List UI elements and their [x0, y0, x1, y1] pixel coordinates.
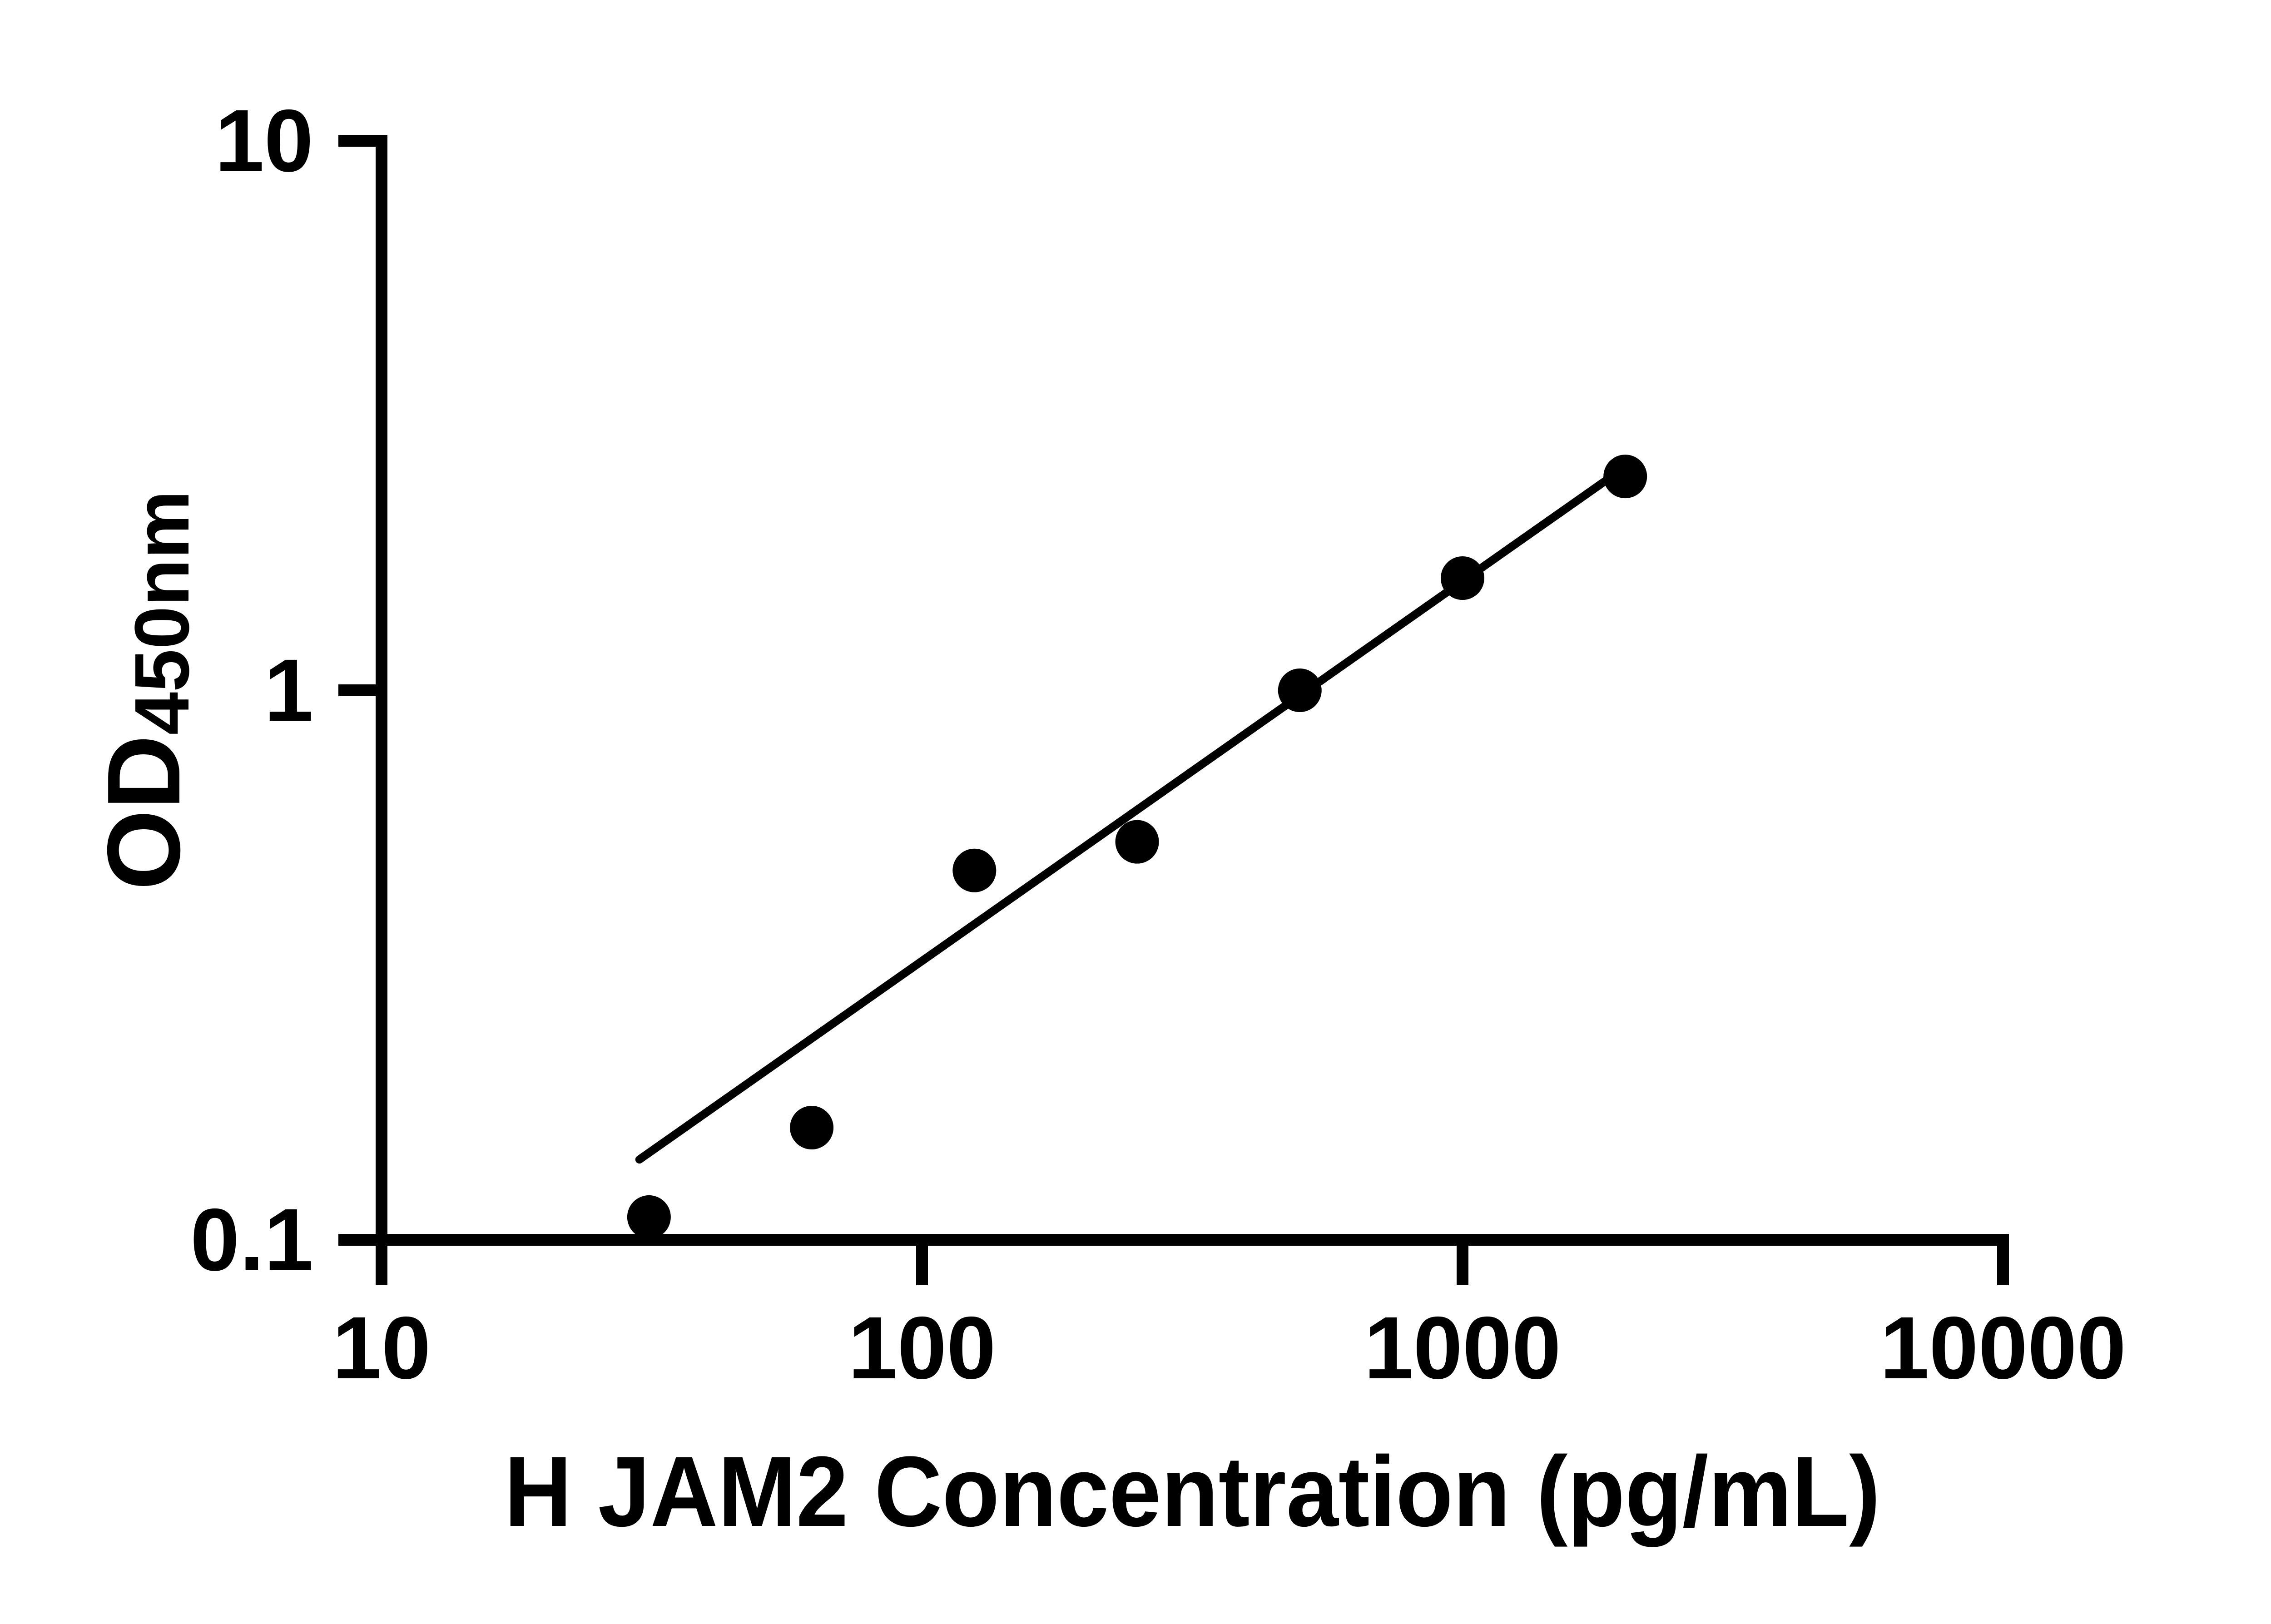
x-tick-label: 10 [332, 1298, 431, 1397]
y-tick-label: 1 [264, 641, 313, 740]
y-tick-label: 0.1 [190, 1190, 313, 1289]
data-point [1278, 668, 1322, 712]
y-axis-title: OD450nm [86, 490, 205, 891]
data-point [790, 1106, 834, 1150]
data-point [952, 848, 997, 892]
data-point [1441, 556, 1484, 600]
x-tick-label: 10000 [1880, 1298, 2126, 1397]
data-point [1603, 455, 1647, 499]
y-axis-title-main: OD [86, 735, 202, 890]
data-point [1115, 820, 1159, 864]
x-tick-label: 1000 [1364, 1298, 1561, 1397]
x-tick-label: 100 [848, 1298, 996, 1397]
y-tick-label: 10 [215, 91, 313, 190]
data-point [627, 1195, 671, 1239]
y-axis-title-sub: 450nm [119, 490, 205, 735]
x-axis-title: H JAM2 Concentration (pg/mL) [504, 1436, 1880, 1547]
